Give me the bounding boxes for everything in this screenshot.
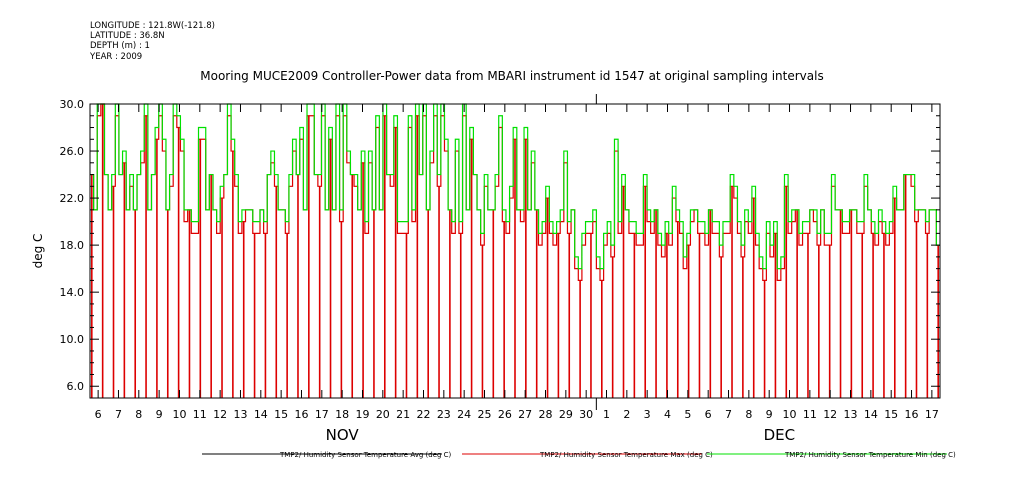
y-axis-label: deg C [31,234,45,269]
y-tick-label: 22.0 [60,192,85,205]
x-tick-label: 12 [823,408,837,421]
x-tick-label: 21 [396,408,410,421]
legend-label: TMP2/ Humidity Sensor Temperature Max (d… [539,451,713,459]
x-tick-label: 9 [156,408,163,421]
x-tick-label: 14 [864,408,878,421]
x-tick-label: 7 [115,408,122,421]
x-tick-label: 26 [498,408,512,421]
x-tick-label: 24 [457,408,471,421]
x-tick-label: 7 [725,408,732,421]
x-tick-label: 17 [315,408,329,421]
x-tick-label: 3 [644,408,651,421]
x-tick-label: 27 [518,408,532,421]
metadata-block: LONGITUDE : 121.8W(-121.8) LATITUDE : 36… [90,21,215,62]
x-tick-label: 14 [254,408,268,421]
meta-longitude: LONGITUDE : 121.8W(-121.8) [90,21,215,31]
y-tick-label: 10.0 [60,333,85,346]
x-tick-label: 9 [766,408,773,421]
y-tick-label: 18.0 [60,239,85,252]
x-tick-label: 19 [355,408,369,421]
x-tick-label: 20 [376,408,390,421]
x-tick-label: 10 [783,408,797,421]
x-tick-label: 12 [213,408,227,421]
legend-label: TMP2/ Humidity Sensor Temperature Min (d… [784,451,956,459]
x-tick-label: 1 [603,408,610,421]
x-tick-label: 23 [437,408,451,421]
y-tick-label: 14.0 [60,286,85,299]
plot-frame [89,103,941,399]
x-tick-label: 11 [193,408,207,421]
y-tick-label: 6.0 [67,380,85,393]
x-tick-label: 16 [905,408,919,421]
x-tick-label: 17 [925,408,939,421]
x-tick-label: 22 [416,408,430,421]
x-tick-label: 30 [579,408,593,421]
x-tick-label: 5 [684,408,691,421]
x-tick-label: 8 [135,408,142,421]
x-tick-label: 25 [477,408,491,421]
x-tick-label: 10 [172,408,186,421]
meta-depth: DEPTH (m) : 1 [90,41,150,52]
legend-label: TMP2/ Humidity Sensor Temperature Avg (d… [279,451,452,459]
x-axis: 6 7 8 9 10 11 12 13 14 15 16 17 18 19 20 21 22 23 24 25 26 27… [95,94,939,444]
month-label: NOV [326,426,360,444]
meta-latitude: LATITUDE : 36.8N [90,31,165,42]
x-tick-label: 4 [664,408,671,421]
legend: TMP2/ Humidity Sensor Temperature Avg (d… [202,451,956,459]
x-tick-label: 15 [884,408,898,421]
plot-series-group [90,103,940,398]
x-tick-label: 13 [233,408,247,421]
x-tick-label: 6 [95,408,102,421]
x-tick-label: 29 [559,408,573,421]
y-axis: 6.0 10.0 14.0 18.0 22.0 26.0 30.0 [60,98,940,399]
x-tick-label: 18 [335,408,349,421]
y-tick-label: 30.0 [60,98,85,111]
x-tick-label: 15 [274,408,288,421]
x-tick-label: 16 [294,408,308,421]
y-tick-label: 26.0 [60,145,85,158]
meta-year: YEAR : 2009 [90,51,143,62]
x-tick-label: 28 [539,408,553,421]
month-label: DEC [764,426,796,444]
x-tick-label: 2 [623,408,630,421]
x-tick-label: 8 [745,408,752,421]
x-tick-label: 11 [803,408,817,421]
x-tick-label: 6 [705,408,712,421]
x-tick-label: 13 [844,408,858,421]
chart-title: Mooring MUCE2009 Controller-Power data f… [200,69,823,83]
